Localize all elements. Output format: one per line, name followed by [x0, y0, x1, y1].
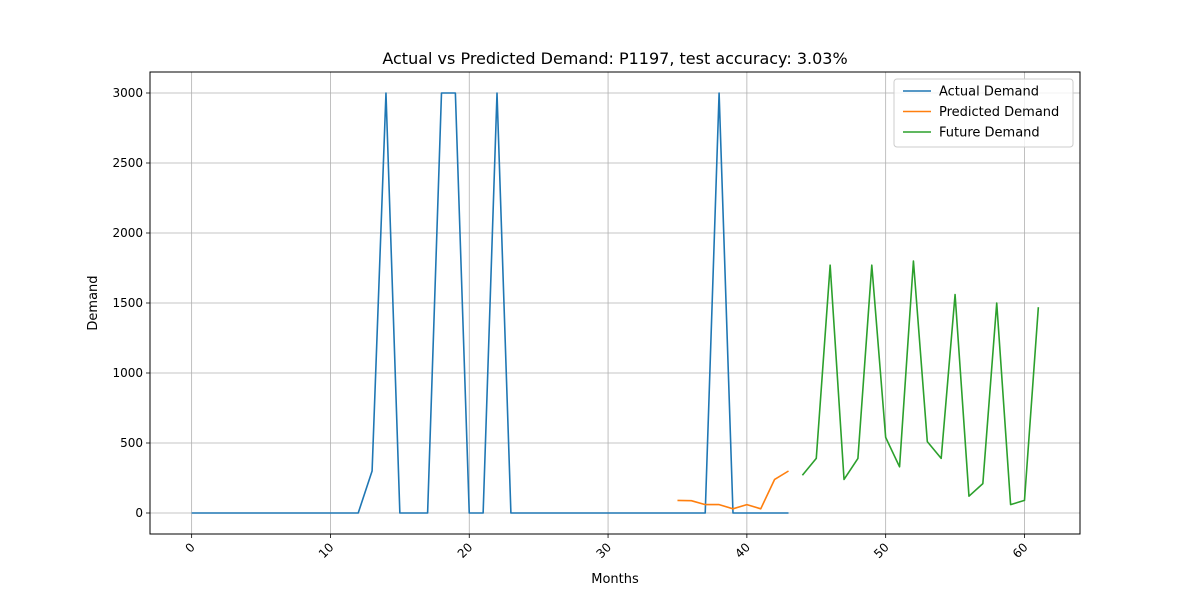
legend: Actual Demand Predicted Demand Future Dema… [893, 78, 1074, 148]
y-tick-label: 2500 [112, 156, 143, 170]
y-tick-label: 1500 [112, 296, 143, 310]
legend-box [893, 78, 1074, 148]
y-tick-label: 0 [135, 506, 143, 520]
y-tick-label: 2000 [112, 226, 143, 240]
series-lines [191, 92, 1040, 514]
y-tick-label: 1000 [112, 366, 143, 380]
y-axis-label: Demand [86, 275, 101, 330]
y-tick-label: 3000 [112, 86, 143, 100]
series-line-actual-demand [191, 92, 789, 514]
series-line-future-demand [801, 260, 1040, 506]
y-tick-label: 500 [120, 436, 143, 450]
chart-title: Actual vs Predicted Demand: P1197, test … [382, 49, 847, 68]
legend-label: Predicted Demand [939, 105, 1059, 120]
legend-label: Future Demand [939, 126, 1040, 141]
series-line-predicted-demand [677, 470, 789, 510]
legend-label: Actual Demand [939, 85, 1039, 100]
x-axis-label: Months [591, 572, 639, 587]
y-axis: 0 500 1000 1500 2000 2500 3000 [112, 86, 150, 520]
